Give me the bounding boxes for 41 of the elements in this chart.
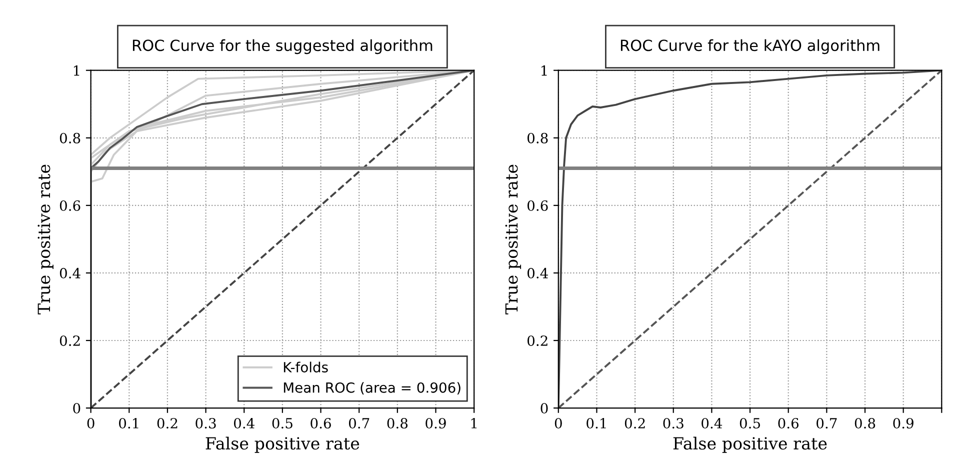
y-tick-label: 0 <box>73 403 80 414</box>
y-tick-label: 0.4 <box>528 268 548 278</box>
x-tick-label: 0.8 <box>854 418 876 429</box>
x-tick-label: 0.1 <box>119 418 138 429</box>
x-tick-label: 0.9 <box>426 418 446 429</box>
y-tick-label: 0 <box>540 403 548 414</box>
x-tick-label: 1 <box>471 418 477 428</box>
x-tick-label: 0.3 <box>663 418 684 429</box>
x-tick-label: 0.7 <box>348 418 370 429</box>
y-tick-label: 0.6 <box>528 200 548 211</box>
chart-title: ROC Curve for the kAYO algorithm <box>620 39 880 54</box>
legend-label: Mean ROC (area = 0.906) <box>284 382 460 394</box>
x-tick-label: 0.6 <box>778 418 799 429</box>
x-axis-title: False positive rate <box>206 436 360 453</box>
x-tick-label: 0.5 <box>272 418 292 429</box>
legend-label: K-folds <box>284 362 328 372</box>
y-tick-label: 1 <box>542 65 547 76</box>
y-tick-label: 0.4 <box>60 268 80 278</box>
x-tick-label: 0.6 <box>310 418 331 429</box>
y-tick-label: 0.8 <box>60 132 80 144</box>
x-tick-label: 0.8 <box>387 418 408 429</box>
x-tick-label: 0.1 <box>586 418 606 429</box>
x-axis-title: False positive rate <box>673 436 827 453</box>
y-tick-label: 1 <box>74 65 80 76</box>
y-axis-title: True positive rate <box>38 164 54 314</box>
x-tick-label: 0.9 <box>893 418 914 429</box>
x-tick-label: 0.2 <box>157 418 178 429</box>
x-tick-label: 0.3 <box>196 418 216 429</box>
x-tick-label: 0.5 <box>740 418 760 429</box>
x-tick-label: 0.4 <box>234 418 254 429</box>
x-tick-label: 0 <box>87 418 94 429</box>
chart-title: ROC Curve for the suggested algorithm <box>132 39 432 54</box>
x-tick-label: 0.7 <box>816 418 837 429</box>
x-tick-label: 0.2 <box>624 418 645 429</box>
x-tick-label: 0.4 <box>702 418 722 429</box>
x-tick-label: 0 <box>554 418 562 429</box>
y-tick-label: 0.2 <box>528 335 548 346</box>
y-tick-label: 0.6 <box>60 200 80 211</box>
y-tick-label: 0.2 <box>60 335 80 346</box>
y-tick-label: 0.8 <box>528 132 548 144</box>
y-axis-title: True positive rate <box>505 164 522 314</box>
